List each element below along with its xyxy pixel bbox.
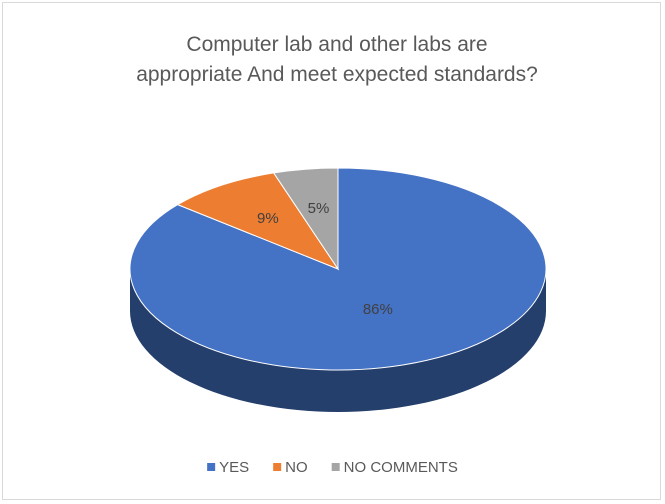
slice	[272, 167, 339, 271]
slice	[176, 172, 340, 271]
slice-side	[130, 269, 546, 412]
data-label: 9%	[257, 210, 279, 227]
data-label: 5%	[308, 200, 330, 217]
data-label: 86%	[363, 301, 393, 318]
slice	[129, 167, 547, 371]
legend-label: NO COMMENTS	[344, 459, 458, 476]
legend-label: YES	[219, 459, 249, 476]
legend-label: NO	[285, 459, 308, 476]
legend-swatch	[273, 463, 282, 471]
chart-title: Computer lab and other labs are appropri…	[136, 33, 538, 86]
chart-frame	[2, 2, 661, 500]
legend-swatch	[207, 463, 216, 471]
legend: YES NO NO COMMENTS	[207, 459, 458, 476]
legend-swatch	[331, 463, 340, 471]
